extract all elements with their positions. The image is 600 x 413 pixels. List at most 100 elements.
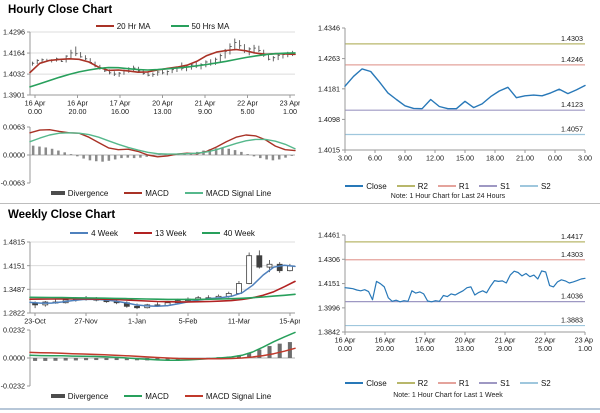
svg-text:0.00: 0.00	[28, 107, 42, 116]
svg-text:1.4015: 1.4015	[318, 146, 340, 155]
legend-swatch	[437, 382, 456, 384]
legend-item-s2: S2	[519, 181, 551, 191]
svg-text:17 Apr: 17 Apr	[415, 336, 436, 345]
svg-text:0.0000: 0.0000	[3, 354, 25, 363]
svg-text:3.00: 3.00	[578, 154, 592, 163]
weekly-pivot-note: Note: 1 Hour Chart for Last 1 Week	[393, 392, 503, 399]
svg-text:1.3842: 1.3842	[318, 328, 340, 337]
legend-label: MACD	[145, 188, 169, 198]
legend-swatch	[50, 394, 65, 398]
svg-text:1.4057: 1.4057	[561, 125, 583, 134]
svg-text:1.4151: 1.4151	[318, 279, 340, 288]
svg-text:1.4346: 1.4346	[318, 24, 340, 33]
svg-text:5-Feb: 5-Feb	[179, 317, 198, 326]
svg-text:9.00: 9.00	[198, 107, 212, 116]
legend-label: S2	[540, 181, 551, 191]
svg-text:1.00: 1.00	[283, 107, 297, 116]
svg-text:1.4036: 1.4036	[561, 292, 583, 301]
svg-text:21.00: 21.00	[516, 154, 534, 163]
legend-swatch	[519, 185, 538, 187]
svg-text:18.00: 18.00	[486, 154, 504, 163]
legend-label: R1	[458, 378, 470, 388]
svg-text:20 Apr: 20 Apr	[455, 336, 476, 345]
svg-text:16 Apr: 16 Apr	[375, 336, 396, 345]
legend-item-r1: R1	[437, 378, 470, 388]
hourly-price-chart: 1.4296 1.4164 1.4032 1.3901 16 Apr 0.00 16 Apr…	[0, 26, 301, 116]
svg-text:1.4306: 1.4306	[318, 255, 340, 264]
svg-text:1.3487: 1.3487	[3, 285, 25, 294]
svg-text:16.00: 16.00	[416, 344, 434, 353]
svg-text:3.00: 3.00	[338, 154, 352, 163]
svg-text:16 Apr: 16 Apr	[335, 336, 356, 345]
svg-text:0.0232: 0.0232	[3, 326, 25, 335]
hourly-pivot-chart: 1.4303 1.4246 1.4123 1.4057 1.4346 1.4263 1.41…	[303, 20, 593, 170]
legend-item-divergence: Divergence	[50, 392, 108, 401]
weekly-macd-chart: 0.0232 0.0000 -0.0232	[0, 324, 300, 391]
legend-item-macd: MACD	[124, 392, 169, 401]
svg-text:1-Jan: 1-Jan	[128, 317, 146, 326]
svg-text:6.00: 6.00	[368, 154, 382, 163]
legend-label: Close	[366, 181, 387, 191]
svg-text:0.00: 0.00	[548, 154, 562, 163]
legend-item-close: Close	[345, 181, 387, 191]
hourly-pivot-note: Note: 1 Hour Chart for Last 24 Hours	[390, 193, 506, 200]
legend-label: S1	[500, 378, 510, 388]
legend-item-s1: S1	[479, 379, 510, 388]
svg-text:1.4164: 1.4164	[3, 49, 25, 58]
legend-label: 20 Hr MA	[116, 21, 151, 31]
svg-text:22 Apr: 22 Apr	[237, 99, 258, 108]
legend-swatch	[50, 191, 65, 195]
legend-swatch	[95, 25, 114, 27]
svg-text:1.4098: 1.4098	[318, 115, 340, 124]
legend-label: Divergence	[67, 188, 109, 198]
legend-item-40-week: 40 Week	[202, 228, 255, 238]
legend-label: 40 Week	[223, 228, 255, 238]
legend-item-divergence: Divergence	[50, 188, 109, 198]
svg-text:1.4123: 1.4123	[561, 100, 583, 109]
weekly-macd-legend: Divergence MACD MACD Signal Line	[25, 390, 297, 402]
legend-item-20-hr-ma: 20 Hr MA	[95, 21, 151, 31]
svg-text:1.4815: 1.4815	[3, 238, 25, 247]
svg-text:20.00: 20.00	[69, 107, 87, 116]
legend-item-s2: S2	[519, 379, 551, 388]
legend-item-r2: R2	[396, 181, 428, 191]
legend-swatch	[396, 185, 415, 187]
svg-text:1.4181: 1.4181	[318, 84, 340, 93]
legend-swatch	[124, 192, 143, 194]
legend-item-50-hrs-ma: 50 Hrs MA	[170, 22, 229, 31]
hourly-macd-chart: 0.0063 0.0000 -0.0063	[0, 120, 300, 190]
legend-label: 13 Week	[155, 228, 187, 238]
hourly-macd-svg: 0.0063 0.0000 -0.0063	[1, 123, 296, 188]
legend-label: S1	[500, 181, 510, 191]
svg-text:20 Apr: 20 Apr	[152, 99, 173, 108]
svg-text:9.00: 9.00	[398, 154, 412, 163]
svg-text:1.4032: 1.4032	[3, 70, 25, 79]
legend-swatch	[184, 395, 203, 397]
hourly-macd-legend: Divergence MACD MACD Signal Line	[25, 187, 297, 199]
svg-text:1.2822: 1.2822	[3, 309, 25, 318]
svg-text:0.00: 0.00	[338, 344, 352, 353]
legend-swatch	[124, 395, 143, 397]
legend-item-macd-signal-line: MACD Signal Line	[184, 392, 271, 401]
legend-item-r1: R1	[437, 182, 469, 191]
svg-text:23 Apr: 23 Apr	[280, 99, 300, 108]
hourly-chart-title: Hourly Close Chart	[8, 4, 113, 16]
legend-item-close: Close	[345, 379, 387, 388]
hourly-pivot-legend: Close R2 R1 S1 S2	[303, 180, 593, 192]
svg-text:16 Apr: 16 Apr	[67, 99, 88, 108]
svg-text:15.00: 15.00	[456, 154, 474, 163]
svg-text:-0.0232: -0.0232	[1, 382, 25, 390]
legend-swatch	[519, 382, 538, 384]
legend-swatch	[345, 382, 364, 384]
legend-item-4-week: 4 Week	[70, 229, 118, 238]
legend-item-macd-signal-line: MACD Signal Line	[184, 189, 271, 198]
legend-label: R2	[417, 378, 428, 388]
legend-item-macd: MACD	[124, 189, 169, 198]
svg-text:15-Apr: 15-Apr	[279, 317, 300, 326]
legend-label: R2	[417, 181, 428, 191]
svg-text:27-Nov: 27-Nov	[74, 317, 98, 326]
weekly-price-chart: 1.4815 1.4151 1.3487 1.2822 23-Oct 27-Nov 1-Ja…	[0, 236, 301, 326]
